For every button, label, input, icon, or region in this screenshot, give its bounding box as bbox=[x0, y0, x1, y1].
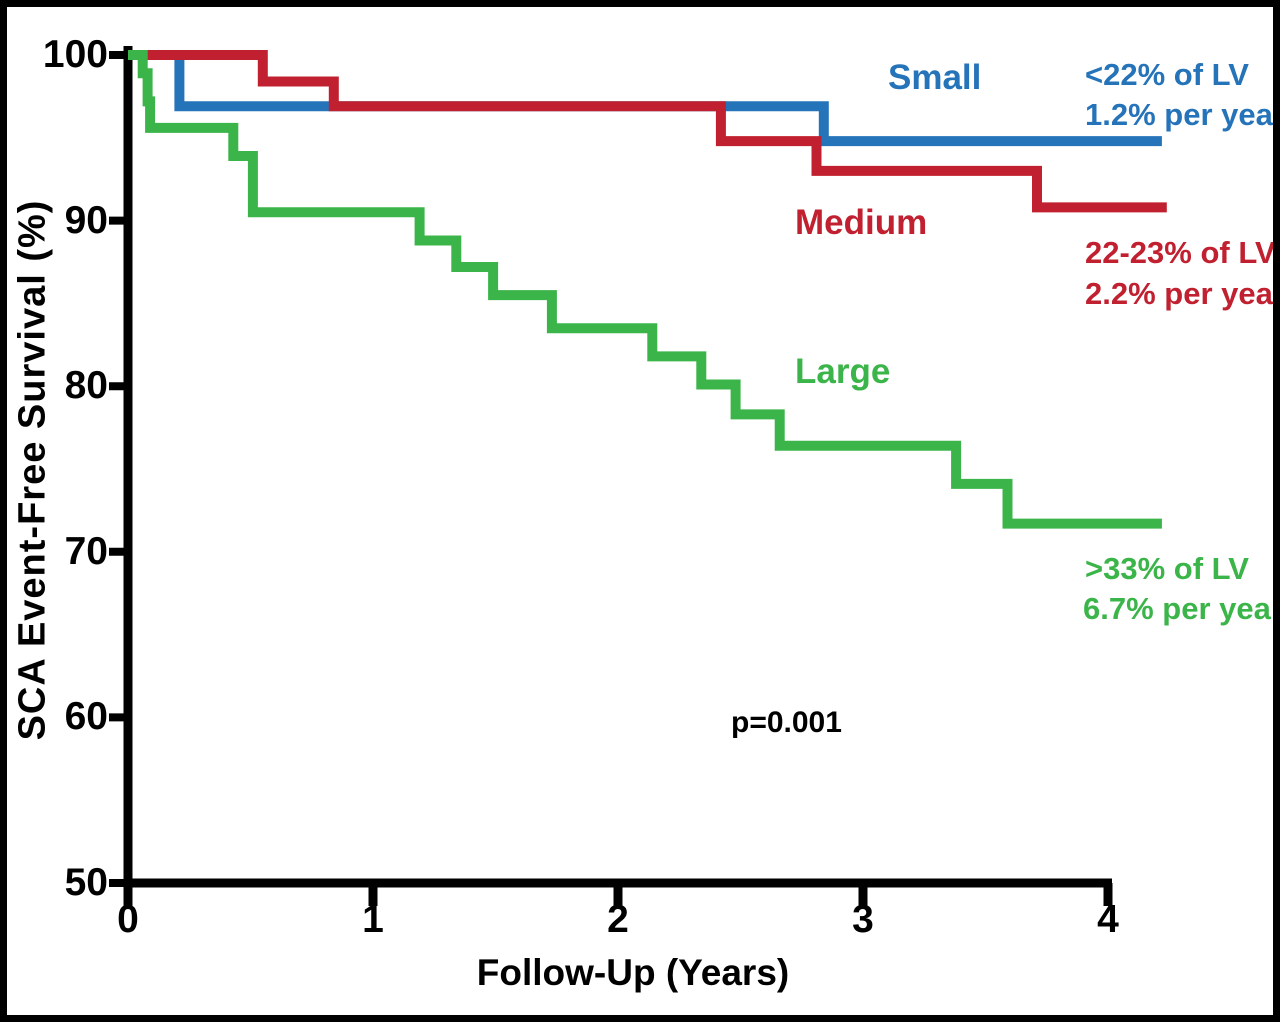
large-series-label: Large bbox=[795, 352, 891, 391]
x-tick-label: 4 bbox=[1097, 898, 1119, 941]
small-series-label: Small bbox=[888, 58, 982, 97]
large-annotation-line1: >33% of LV bbox=[1085, 551, 1249, 586]
x-tick-label: 1 bbox=[362, 898, 384, 941]
small-series-line bbox=[128, 50, 1162, 147]
y-tick-label: 60 bbox=[64, 695, 108, 739]
survival-curves-layer bbox=[128, 50, 1167, 529]
medium-annotation-line2: 2.2% per year bbox=[1085, 276, 1280, 311]
p-value-label: p=0.001 bbox=[731, 706, 842, 739]
medium-series-line bbox=[128, 50, 1167, 213]
y-axis-title: SCA Event-Free Survival (%) bbox=[11, 199, 54, 741]
small-annotation-line1: <22% of LV bbox=[1085, 57, 1249, 92]
y-tick-label: 50 bbox=[64, 861, 108, 904]
x-axis-title: Follow-Up (Years) bbox=[476, 952, 790, 993]
small-annotation-line2: 1.2% per year bbox=[1085, 97, 1280, 132]
x-tick-label: 0 bbox=[117, 898, 139, 941]
y-tick-label: 100 bbox=[42, 33, 108, 76]
y-tick-label: 80 bbox=[64, 364, 108, 408]
large-annotation-line2: 6.7% per year bbox=[1083, 591, 1280, 626]
medium-series-label: Medium bbox=[795, 203, 928, 242]
medium-annotation-line1: 22-23% of LV bbox=[1085, 235, 1276, 270]
y-tick-label: 90 bbox=[64, 198, 108, 242]
y-tick-label: 70 bbox=[64, 529, 108, 573]
large-series-line bbox=[128, 50, 1162, 529]
x-tick-label: 3 bbox=[852, 898, 874, 941]
x-tick-label: 2 bbox=[607, 898, 629, 941]
axes-layer bbox=[109, 46, 1113, 906]
